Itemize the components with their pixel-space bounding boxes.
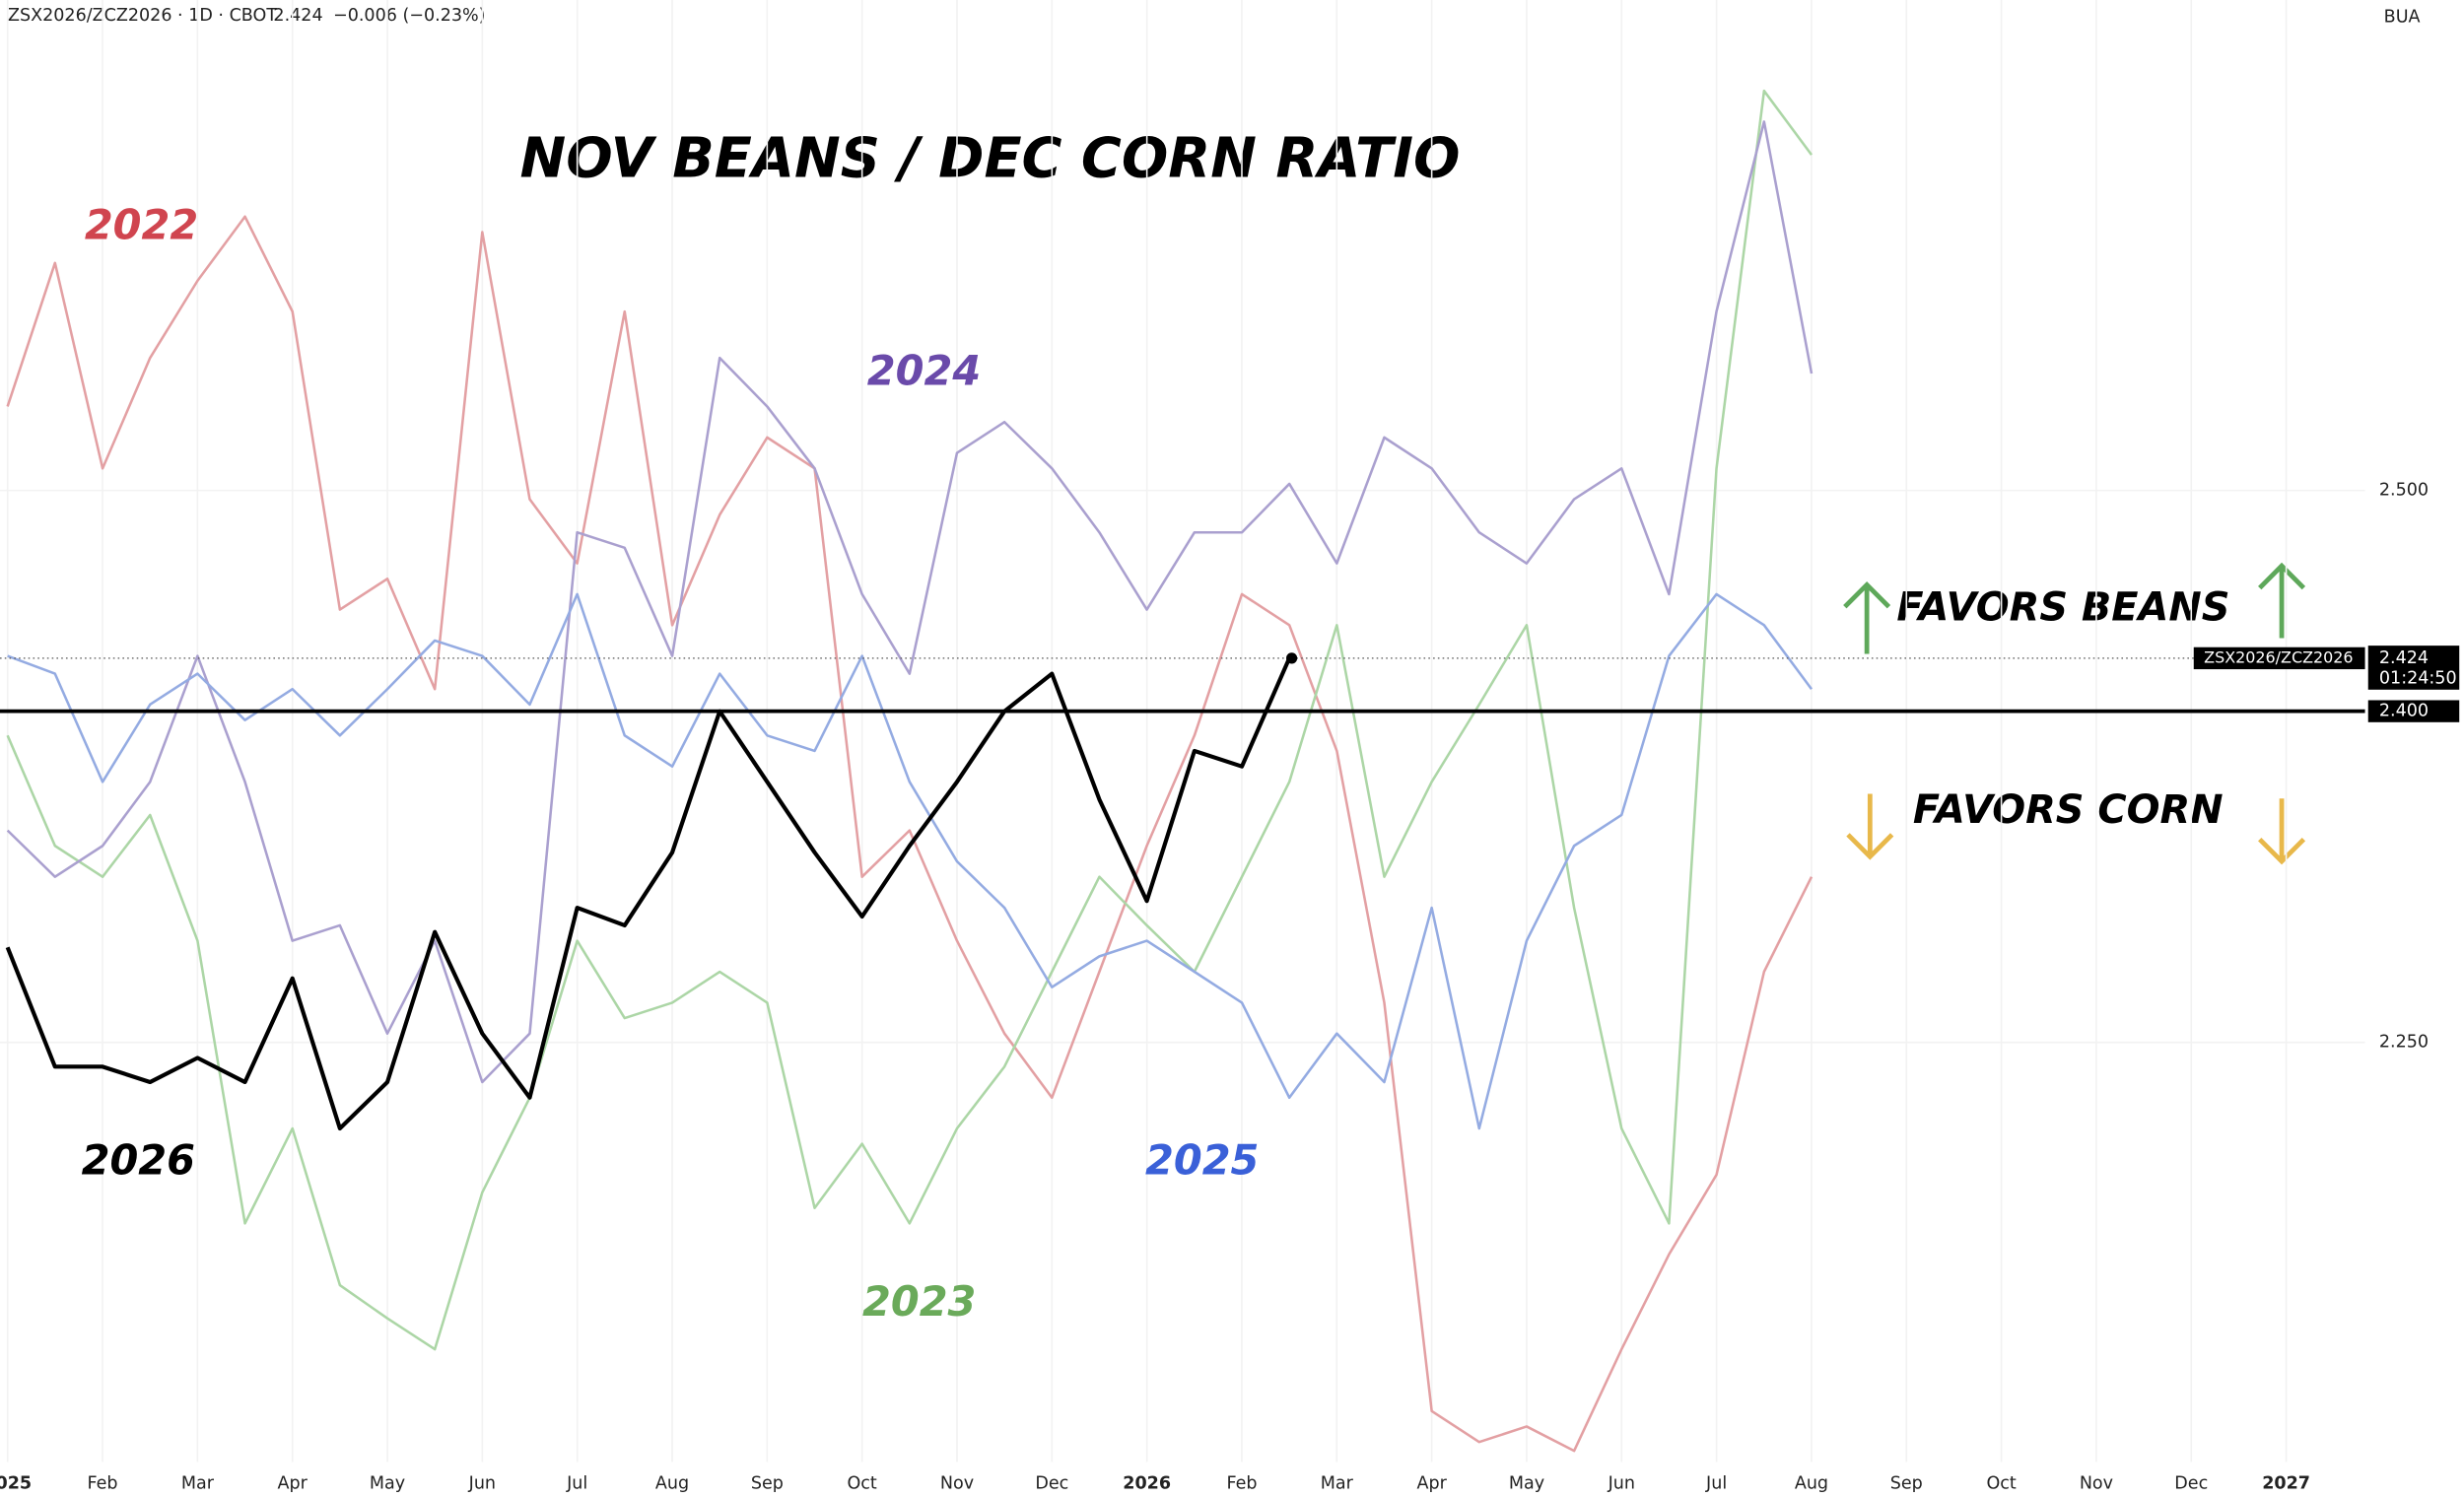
x-tick-label: Sep	[751, 1474, 784, 1494]
x-tick-label: Aug	[655, 1474, 689, 1494]
last-price-label: 2.424	[2379, 648, 2429, 668]
x-tick-label: Jul	[1705, 1474, 1727, 1494]
x-tick-label: Aug	[1795, 1474, 1828, 1494]
price-label: 2.400	[2379, 702, 2429, 721]
countdown-label: 01:24:50	[2379, 669, 2457, 689]
arrow-down	[2258, 798, 2306, 865]
x-tick-label: May	[370, 1474, 405, 1494]
series-label: 2026	[82, 1136, 195, 1184]
header-last: 2.424	[273, 6, 322, 26]
annotation: FAVORS CORN	[1913, 787, 2224, 833]
arrow-down	[1846, 793, 1894, 860]
y-tick-label: 2.500	[2379, 481, 2429, 501]
series-line	[5, 656, 1292, 1131]
series-line	[6, 215, 1814, 1453]
symbol-label-box	[2193, 647, 2365, 670]
header-change: −0.006 (−0.23%)	[333, 6, 485, 26]
series-line	[6, 89, 1814, 1351]
x-tick-label: Sep	[1890, 1474, 1923, 1494]
series-line	[6, 120, 1814, 1084]
x-tick-label: 2025	[0, 1474, 32, 1494]
x-tick-label: 2027	[2262, 1474, 2310, 1494]
annotation: FAVORS BEANS	[1896, 584, 2229, 630]
arrows-up	[1843, 562, 2306, 654]
arrow-up	[1843, 580, 1891, 654]
y-tick-label: 2.250	[2379, 1033, 2429, 1053]
x-tick-label: Oct	[848, 1474, 877, 1494]
x-tick-label: May	[1509, 1474, 1544, 1494]
x-tick-label: Oct	[1986, 1474, 2016, 1494]
corner-text: BUA	[2384, 8, 2421, 28]
x-tick-label: Jul	[566, 1474, 587, 1494]
series-line	[7, 592, 1814, 1130]
x-tick-label: Feb	[88, 1474, 118, 1494]
x-tick-label: Feb	[1226, 1474, 1257, 1494]
series-label: 2024	[867, 348, 981, 395]
symbol-label: ZSX2026/ZCZ2026	[2204, 647, 2353, 666]
arrow-up	[2258, 562, 2306, 639]
last-price-box	[2367, 646, 2460, 690]
x-tick-label: Apr	[278, 1474, 308, 1494]
series-label: 2022	[85, 201, 198, 248]
series-label: 2025	[1145, 1136, 1259, 1184]
arrows-down	[1846, 793, 2306, 865]
x-tick-label: Nov	[2080, 1474, 2113, 1494]
x-tick-label: Dec	[2174, 1474, 2208, 1494]
x-tick-label: 2026	[1123, 1474, 1171, 1494]
last-point	[1286, 652, 1298, 664]
header-symbol: ZSX2026/ZCZ2026 · 1D · CBOT	[8, 6, 277, 26]
x-tick-label: Nov	[940, 1474, 974, 1494]
x-tick-label: Jun	[1608, 1474, 1635, 1494]
price-label-box	[2367, 700, 2460, 722]
x-tick-label: Dec	[1035, 1474, 1068, 1494]
x-tick-label: Apr	[1416, 1474, 1447, 1494]
series-label: 2023	[862, 1278, 976, 1326]
x-tick-label: Mar	[1321, 1474, 1354, 1494]
grid	[0, 0, 2365, 1463]
x-tick-label: Jun	[468, 1474, 496, 1494]
chart-title: NOV BEANS / DEC CORN RATIO	[520, 126, 1461, 190]
x-tick-label: Mar	[181, 1474, 215, 1494]
